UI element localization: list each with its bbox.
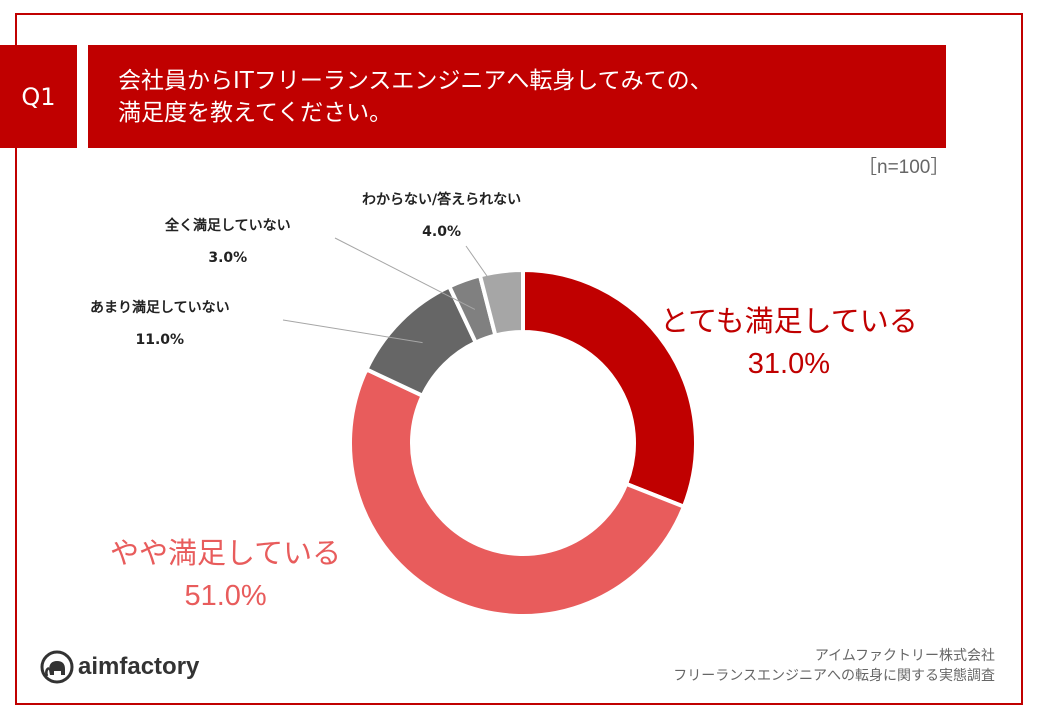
slice-name-not-at-all-satisfied: 全く満足していない	[165, 218, 291, 234]
leader-line-dont-know	[465, 245, 506, 303]
company-logo: aimfactory	[40, 650, 199, 684]
slice-somewhat-satisfied	[348, 366, 687, 619]
sample-size: ［n=100］	[858, 157, 950, 178]
slice-value-not-at-all-satisfied: 3.0%	[208, 250, 248, 266]
source-company: アイムファクトリー株式会社	[814, 648, 995, 664]
leader-line-not-at-all-satisfied	[334, 237, 476, 310]
question-title-line2: 満足度を教えてください。	[118, 100, 393, 126]
source-survey: フリーランスエンジニアへの転身に関する実態調査	[673, 668, 995, 684]
slice-value-not-very-satisfied: 11.0%	[135, 332, 185, 348]
slice-label-not-at-all-satisfied: 全く満足していない 3.0%	[165, 210, 291, 274]
question-number: Q1	[0, 45, 77, 148]
slice-name-not-very-satisfied: あまり満足していない	[90, 300, 230, 316]
slice-label-very-satisfied: とても満足している 31.0%	[660, 298, 918, 381]
slice-value-dont-know: 4.0%	[422, 224, 461, 240]
slice-label-somewhat-satisfied: やや満足している 51.0%	[110, 530, 341, 613]
slice-name-dont-know: わからない/答えられない	[362, 192, 522, 208]
slice-dont-know	[477, 267, 525, 338]
slice-value-very-satisfied: 31.0%	[747, 348, 831, 380]
slice-label-dont-know: わからない/答えられない 4.0%	[362, 184, 521, 248]
slice-very-satisfied	[521, 267, 698, 510]
slice-name-somewhat-satisfied: やや満足している	[110, 536, 342, 570]
leader-line-not-very-satisfied	[282, 319, 423, 344]
question-title-line1: 会社員からITフリーランスエンジニアへ転身してみての、	[118, 68, 713, 94]
slice-label-not-very-satisfied: あまり満足していない 11.0%	[90, 292, 230, 356]
elephant-icon	[40, 650, 74, 684]
question-title: 会社員からITフリーランスエンジニアへ転身してみての、 満足度を教えてください。	[88, 45, 946, 148]
slice-value-somewhat-satisfied: 51.0%	[184, 580, 267, 612]
slice-name-very-satisfied: とても満足している	[660, 304, 918, 338]
source-note: アイムファクトリー株式会社 フリーランスエンジニアへの転身に関する実態調査	[673, 646, 995, 686]
logo-text: aimfactory	[78, 653, 200, 680]
chart-frame	[15, 13, 1023, 705]
